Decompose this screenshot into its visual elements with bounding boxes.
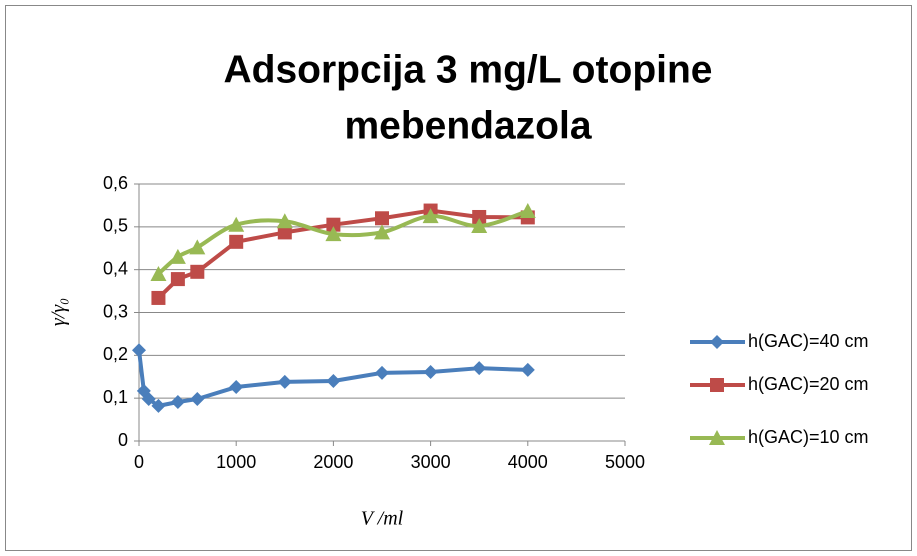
legend-marker xyxy=(709,430,725,445)
marker xyxy=(150,265,167,281)
y-tick-label: 0,6 xyxy=(103,173,128,193)
legend-marker xyxy=(710,378,724,392)
legend-marker xyxy=(710,335,724,349)
marker xyxy=(151,398,166,413)
x-axis-label: V /ml xyxy=(361,508,404,530)
y-tick-label: 0,1 xyxy=(103,387,128,407)
x-tick-label: 4000 xyxy=(508,452,548,472)
marker xyxy=(189,239,206,255)
marker xyxy=(141,392,156,407)
y-tick-label: 0 xyxy=(118,430,128,450)
chart-title: mebendazola xyxy=(344,104,591,147)
marker xyxy=(169,248,186,264)
marker xyxy=(229,380,244,395)
marker xyxy=(326,217,341,232)
marker xyxy=(229,234,244,249)
marker xyxy=(228,216,245,232)
marker xyxy=(519,202,536,218)
marker xyxy=(375,211,389,226)
x-tick-label: 1000 xyxy=(216,452,256,472)
marker xyxy=(422,208,439,224)
y-axis-label: γ/γ₀ xyxy=(48,298,70,326)
legend-label: h(GAC)=10 cm xyxy=(748,427,869,447)
marker xyxy=(190,264,205,279)
marker xyxy=(276,213,293,229)
y-tick-label: 0,4 xyxy=(103,258,128,278)
marker xyxy=(471,217,488,233)
x-tick-label: 3000 xyxy=(411,452,451,472)
y-tick-label: 0,2 xyxy=(103,344,128,364)
marker xyxy=(374,224,390,240)
marker xyxy=(277,225,292,240)
y-tick-label: 0,3 xyxy=(103,301,128,321)
legend-label: h(GAC)=20 cm xyxy=(748,374,869,394)
marker xyxy=(472,361,487,376)
marker xyxy=(423,365,438,380)
marker xyxy=(277,374,292,389)
marker xyxy=(170,272,185,287)
y-tick-label: 0,5 xyxy=(103,216,128,236)
series-line xyxy=(157,209,529,276)
marker xyxy=(132,343,146,358)
marker xyxy=(472,209,487,224)
marker xyxy=(520,362,535,377)
marker xyxy=(170,395,185,410)
x-tick-label: 2000 xyxy=(313,452,353,472)
chart-title: Adsorpcija 3 mg/L otopine xyxy=(223,48,712,91)
marker xyxy=(325,226,342,242)
x-tick-label: 5000 xyxy=(605,452,645,472)
marker xyxy=(375,365,389,380)
marker xyxy=(190,392,205,407)
marker xyxy=(326,374,341,389)
legend-label: h(GAC)=40 cm xyxy=(748,331,869,351)
marker xyxy=(151,290,166,305)
x-tick-label: 0 xyxy=(134,452,144,472)
